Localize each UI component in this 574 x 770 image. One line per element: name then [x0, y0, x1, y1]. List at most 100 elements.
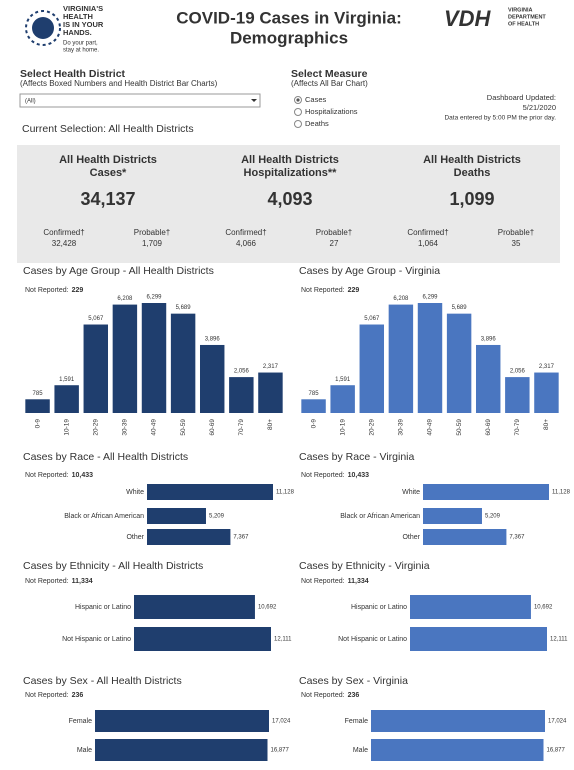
category-label: 0-9 — [310, 419, 317, 429]
category-label: Other — [402, 534, 420, 541]
bar — [112, 304, 138, 413]
category-label: 70-79 — [514, 419, 521, 436]
logo-text: HANDS. — [63, 28, 92, 37]
probable-label: Probable† — [498, 228, 534, 237]
bar — [371, 710, 545, 732]
category-label: White — [402, 489, 420, 496]
value-label: 6,299 — [422, 295, 438, 301]
bar — [199, 344, 225, 413]
bar — [141, 303, 167, 413]
confirmed-value: 1,064 — [418, 239, 439, 248]
value-label: 6,208 — [117, 296, 133, 302]
updated-label: Dashboard Updated: — [487, 93, 556, 102]
not-reported-label: Not Reported: — [25, 692, 69, 699]
category-label: Black or African American — [340, 513, 420, 520]
bar — [147, 508, 206, 524]
not-reported-value: 236 — [72, 692, 84, 699]
category-label: 10-19 — [63, 419, 70, 436]
bar — [134, 627, 271, 651]
category-label: 40-49 — [151, 419, 158, 436]
not-reported-value: 229 — [348, 287, 360, 294]
vdh-text: OF HEALTH — [508, 21, 539, 27]
bar — [371, 739, 544, 761]
bar — [410, 627, 547, 651]
probable-value: 1,709 — [142, 239, 163, 248]
bar — [301, 399, 326, 413]
bar — [147, 484, 273, 500]
probable-label: Probable† — [134, 228, 170, 237]
summary-title: All Health Districts — [241, 154, 339, 166]
probable-value: 35 — [512, 239, 521, 248]
category-label: 0-9 — [34, 419, 41, 429]
value-label: 16,877 — [270, 748, 289, 754]
dropdown-value: (All) — [25, 99, 36, 105]
not-reported-value: 236 — [348, 692, 360, 699]
value-label: 7,367 — [509, 535, 525, 541]
value-label: 16,877 — [546, 748, 565, 754]
probable-value: 27 — [330, 239, 339, 248]
district-dropdown[interactable] — [19, 93, 261, 108]
probable-label: Probable† — [316, 228, 352, 237]
summary-total: 4,093 — [267, 189, 312, 209]
radio[interactable] — [294, 108, 302, 116]
not-reported-value: 11,334 — [348, 578, 369, 585]
logo — [25, 10, 61, 46]
radio[interactable] — [294, 120, 302, 128]
bar — [423, 484, 549, 500]
logo-text: HEALTH — [63, 12, 93, 21]
vdh-mark: VDH — [444, 6, 492, 31]
not-reported-value: 229 — [72, 287, 84, 294]
value-label: 5,067 — [364, 316, 380, 322]
confirmed-value: 4,066 — [236, 239, 257, 248]
value-label: 1,591 — [335, 377, 351, 383]
category-label: 20-29 — [368, 419, 375, 436]
bar — [359, 324, 385, 413]
bar — [423, 529, 507, 545]
bar — [54, 385, 79, 413]
value-label: 11,128 — [552, 490, 571, 496]
category-label: 80+ — [543, 419, 550, 430]
category-label: 40-49 — [427, 419, 434, 436]
not-reported-label: Not Reported: — [25, 578, 69, 585]
category-label: Male — [353, 747, 368, 754]
bar — [134, 595, 255, 619]
confirmed-label: Confirmed† — [43, 228, 84, 237]
chart-title: Cases by Race - All Health Districts — [23, 451, 188, 463]
category-label: Black or African American — [64, 513, 144, 520]
value-label: 10,692 — [534, 605, 553, 611]
chart-title: Cases by Ethnicity - All Health District… — [23, 560, 203, 572]
confirmed-label: Confirmed† — [407, 228, 448, 237]
category-label: 70-79 — [238, 419, 245, 436]
bar — [25, 399, 50, 413]
chart-title: Cases by Age Group - All Health District… — [23, 265, 214, 277]
radio-label: Deaths — [305, 119, 329, 128]
value-label: 17,024 — [272, 719, 291, 725]
value-label: 2,056 — [510, 369, 526, 375]
updated-note: Data entered by 5:00 PM the prior day. — [444, 115, 556, 122]
value-label: 3,896 — [205, 337, 221, 343]
category-label: White — [126, 489, 144, 496]
bar — [423, 508, 482, 524]
value-label: 5,067 — [88, 316, 104, 322]
summary-title: Hospitalizations** — [244, 167, 338, 179]
dropdown-arrow — [251, 99, 257, 102]
chart-title: Cases by Ethnicity - Virginia — [299, 560, 430, 572]
not-reported-value: 10,433 — [348, 472, 370, 479]
bar — [475, 344, 501, 413]
not-reported-value: 10,433 — [72, 472, 94, 479]
value-label: 785 — [33, 391, 44, 397]
bar — [83, 324, 109, 413]
chart-title: Cases by Sex - Virginia — [299, 675, 408, 687]
category-label: 30-39 — [122, 419, 129, 436]
summary-panel — [17, 145, 560, 263]
category-label: Female — [69, 718, 92, 725]
filter-note: (Affects Boxed Numbers and Health Distri… — [20, 79, 218, 88]
bar — [388, 304, 414, 413]
summary-title: Cases* — [90, 167, 127, 179]
bar — [330, 385, 355, 413]
category-label: Hispanic or Latino — [75, 604, 131, 611]
bar — [505, 377, 530, 413]
category-label: 30-39 — [398, 419, 405, 436]
summary-total: 34,137 — [80, 189, 135, 209]
radio-label: Hospitalizations — [305, 107, 358, 116]
